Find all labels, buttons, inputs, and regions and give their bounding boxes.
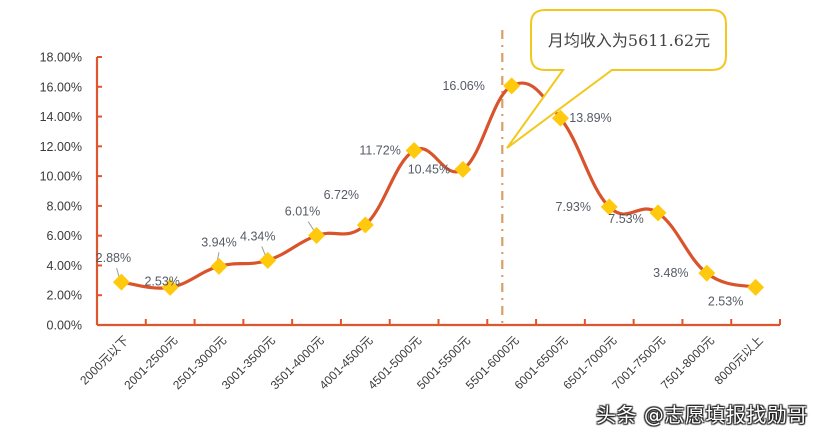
y-tick-label: 18.00% xyxy=(40,51,82,65)
data-point-marker xyxy=(161,278,179,296)
data-point-marker xyxy=(454,160,472,178)
annotation-callout: 月均收入为5611.62元 xyxy=(506,9,727,149)
data-point-marker xyxy=(405,142,423,159)
data-markers xyxy=(112,77,765,296)
y-tick-label: 6.00% xyxy=(47,229,82,243)
data-point-marker xyxy=(698,264,716,282)
x-axis: 2000元以下2001-2500元2501-3000元3001-3500元350… xyxy=(77,319,781,392)
data-label: 6.72% xyxy=(324,188,359,202)
data-label: 13.89% xyxy=(569,111,611,125)
y-tick-label: 0.00% xyxy=(47,319,82,333)
callout-bubble xyxy=(506,9,727,149)
data-point-marker xyxy=(551,109,569,127)
data-label: 3.48% xyxy=(653,266,688,280)
y-tick-label: 12.00% xyxy=(40,140,82,154)
data-label: 2.53% xyxy=(144,274,179,288)
y-tick-label: 2.00% xyxy=(47,289,82,303)
data-point-marker xyxy=(356,216,374,234)
data-label: 4.34% xyxy=(240,229,275,243)
data-point-marker xyxy=(600,198,618,216)
data-label: 2.53% xyxy=(708,294,743,308)
y-tick-label: 14.00% xyxy=(40,110,82,124)
data-label: 7.53% xyxy=(608,212,643,226)
data-point-marker xyxy=(112,273,130,291)
y-tick-label: 4.00% xyxy=(47,259,82,273)
y-tick-label: 10.00% xyxy=(40,170,82,184)
data-point-marker xyxy=(259,251,277,269)
callout-text: 月均收入为5611.62元 xyxy=(548,31,710,50)
y-tick-label: 16.00% xyxy=(40,80,82,94)
data-point-marker xyxy=(308,227,326,245)
data-point-marker xyxy=(747,278,765,296)
data-label: 11.72% xyxy=(359,144,400,158)
data-point-marker xyxy=(503,77,521,95)
data-label: 3.94% xyxy=(201,235,236,249)
data-label: 16.06% xyxy=(442,79,484,93)
watermark: 头条 @志愿填报找勋哥 xyxy=(596,403,808,427)
data-label: 6.01% xyxy=(285,205,320,219)
data-labels: 2.88% 2.53% 3.94% 4.34% 6.01% 6.72% 11.72% 10.4… xyxy=(96,79,744,308)
data-label: 7.93% xyxy=(556,200,591,214)
x-tick-label: 8000元以上 xyxy=(711,333,765,387)
y-axis: 0.00% 2.00% 4.00% 6.00% 8.00% 10.00% 12.00% 14.… xyxy=(40,51,102,333)
series-line xyxy=(121,81,757,290)
y-tick-label: 8.00% xyxy=(47,199,82,213)
data-point-marker xyxy=(210,257,228,275)
data-label: 10.45% xyxy=(408,162,450,176)
data-point-marker xyxy=(649,204,667,222)
data-label: 2.88% xyxy=(96,251,131,265)
